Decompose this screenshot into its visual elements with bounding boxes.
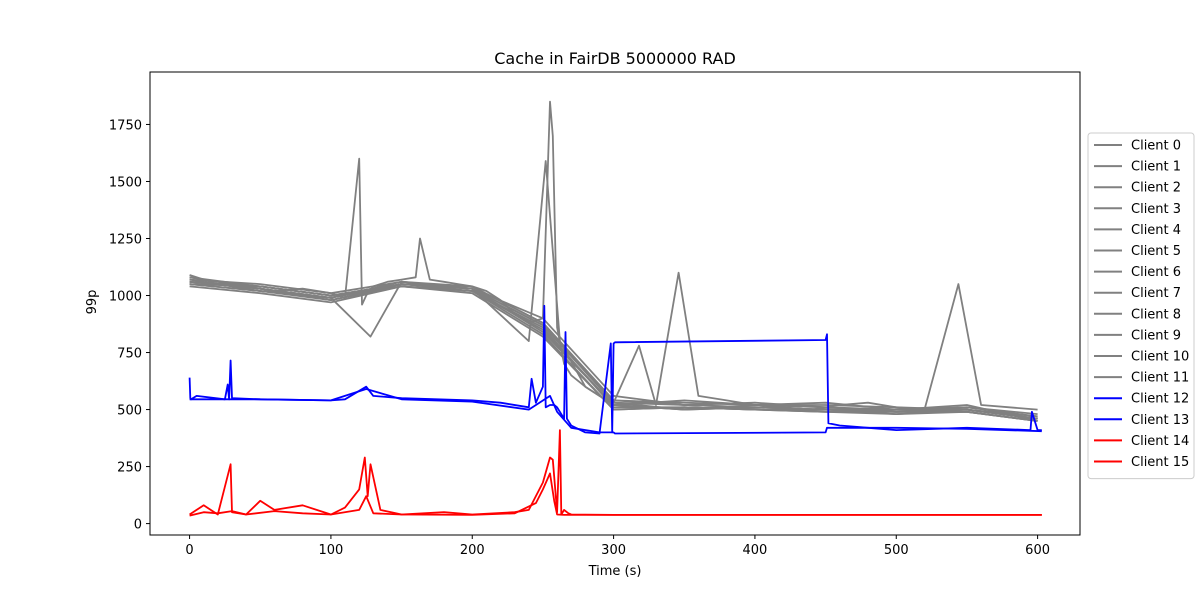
legend-entry-label: Client 9: [1131, 328, 1181, 343]
x-tick-label: 300: [601, 543, 626, 558]
legend-entry-label: Client 13: [1131, 413, 1189, 428]
y-axis-label: 99p: [85, 290, 100, 315]
legend-entry-label: Client 3: [1131, 202, 1181, 217]
x-axis-label: Time (s): [588, 564, 642, 579]
y-tick-label: 1750: [109, 118, 142, 133]
legend-entry-label: Client 7: [1131, 286, 1181, 301]
legend-entry-label: Client 14: [1131, 434, 1189, 449]
series-line-client-11: [189, 283, 1038, 420]
x-tick-label: 100: [318, 543, 343, 558]
series-line-client-14: [189, 429, 1042, 516]
x-tick-label: 500: [884, 543, 909, 558]
chart-title: Cache in FairDB 5000000 RAD: [494, 49, 736, 68]
legend-box: [1087, 132, 1195, 480]
y-tick-label: 0: [134, 518, 142, 533]
legend-entry-label: Client 0: [1131, 139, 1181, 154]
series-line-client-10: [189, 276, 1038, 422]
series-line-client-12: [188, 304, 1042, 435]
y-tick-label: 1000: [109, 290, 142, 305]
y-tick-label: 1250: [109, 232, 142, 247]
legend-entry-label: Client 6: [1131, 265, 1181, 280]
legend-entry-label: Client 1: [1131, 160, 1181, 175]
legend-entry-label: Client 4: [1131, 223, 1181, 238]
y-tick-label: 250: [117, 461, 142, 476]
legend: Client 0 Client 1 Client 2 Client 3 Client 4…: [1087, 132, 1195, 480]
legend-entry-label: Client 11: [1131, 371, 1189, 386]
x-tick-label: 400: [743, 543, 768, 558]
x-tick-label: 600: [1025, 543, 1050, 558]
legend-entry-label: Client 8: [1131, 307, 1181, 322]
x-tick-label: 200: [460, 543, 485, 558]
y-tick-label: 500: [117, 404, 142, 419]
y-tick-label: 750: [117, 347, 142, 362]
legend-entry-label: Client 10: [1131, 350, 1189, 365]
series-line-client-15: [189, 472, 1042, 517]
legend-entry-label: Client 15: [1131, 455, 1189, 470]
plot-area: 0 100 200 300 400 500 600 0 250 500 750 1000 1250 150…: [109, 71, 1081, 558]
legend-entry-label: Client 12: [1131, 392, 1189, 407]
plot-frame: [149, 71, 1081, 536]
series-line-client-13: [189, 388, 1042, 435]
x-tick-label: 0: [185, 543, 193, 558]
legend-entry-label: Client 2: [1131, 181, 1181, 196]
y-tick-label: 1500: [109, 175, 142, 190]
legend-entry-label: Client 5: [1131, 244, 1181, 259]
